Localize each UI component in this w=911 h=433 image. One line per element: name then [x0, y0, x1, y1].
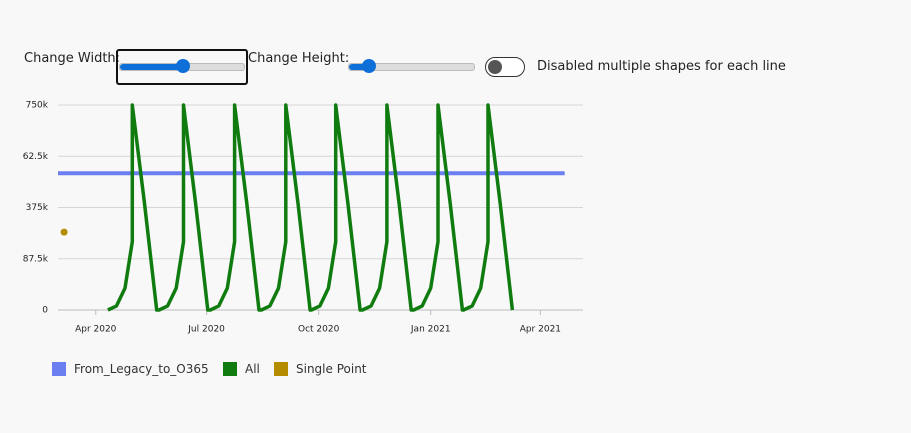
legend-label: Single Point	[296, 362, 367, 376]
x-tick-label: Jul 2020	[187, 325, 225, 335]
point	[60, 228, 68, 236]
legend-swatch	[274, 362, 288, 376]
legend-label: From_Legacy_to_O365	[74, 362, 209, 376]
width-label: Change Width:	[24, 51, 121, 66]
x-tick-label: Jan 2021	[410, 325, 451, 335]
height-label: Change Height:	[248, 51, 350, 66]
toggle-label: Disabled multiple shapes for each line	[537, 59, 786, 74]
y-tick-label: 750k	[26, 101, 49, 111]
line	[107, 103, 515, 312]
legend-item[interactable]: Single Point	[274, 362, 367, 376]
y-tick-label: 0	[42, 306, 48, 316]
legend-swatch	[52, 362, 66, 376]
x-tick-label: Apr 2021	[520, 325, 561, 335]
y-tick-label: 87.5k	[23, 254, 49, 264]
y-tick-label: 62.5k	[23, 152, 49, 162]
y-tick-label: 375k	[26, 203, 49, 213]
legend-swatch	[223, 362, 237, 376]
legend-label: All	[245, 362, 260, 376]
legend-item[interactable]: All	[223, 362, 260, 376]
toggle[interactable]	[485, 57, 525, 77]
legend-item[interactable]: From_Legacy_to_O365	[52, 362, 209, 376]
height-slider[interactable]	[348, 59, 475, 73]
x-tick-label: Apr 2020	[75, 325, 117, 335]
x-tick-label: Oct 2020	[298, 325, 340, 335]
width-slider[interactable]	[119, 59, 245, 73]
width-focus	[116, 49, 248, 85]
